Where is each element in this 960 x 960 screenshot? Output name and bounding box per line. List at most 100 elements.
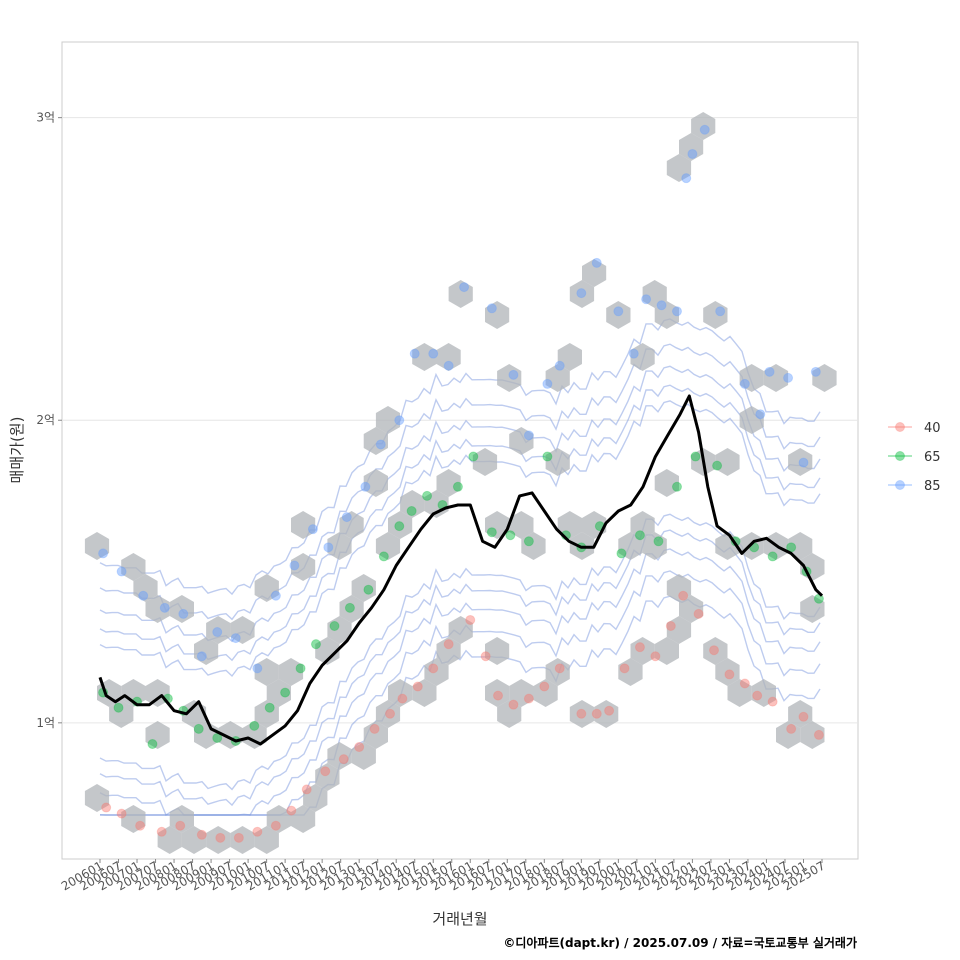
hexbin-cell bbox=[412, 679, 437, 707]
point-size-65 bbox=[452, 481, 463, 492]
point-size-85 bbox=[289, 560, 300, 571]
hexbin-cell bbox=[351, 574, 376, 602]
hexbin-cell bbox=[363, 427, 388, 455]
point-size-40 bbox=[813, 729, 824, 740]
point-size-85 bbox=[486, 303, 497, 314]
point-size-85 bbox=[681, 173, 692, 184]
hexbin-cell bbox=[751, 679, 776, 707]
hexbin-cell bbox=[230, 826, 255, 854]
hexbin-cell bbox=[569, 280, 595, 308]
hexbin-cell bbox=[618, 658, 643, 686]
hexbin-cell bbox=[800, 595, 825, 623]
hexbin-cell bbox=[84, 784, 110, 812]
point-size-85 bbox=[270, 590, 281, 601]
hexbin-cell bbox=[339, 595, 364, 623]
point-size-65 bbox=[378, 551, 389, 562]
point-size-85 bbox=[715, 306, 726, 317]
hexbin-cell bbox=[315, 637, 340, 665]
point-size-40 bbox=[554, 663, 565, 674]
point-size-85 bbox=[523, 430, 534, 441]
hexbin-cell bbox=[776, 721, 801, 749]
hexbin-cell bbox=[509, 427, 534, 455]
point-size-85 bbox=[323, 542, 334, 553]
point-size-65 bbox=[468, 451, 479, 462]
hexbin-cell bbox=[812, 364, 837, 392]
hexbin-cell bbox=[666, 154, 692, 182]
point-size-85 bbox=[196, 651, 207, 662]
point-size-65 bbox=[113, 702, 124, 713]
point-size-65 bbox=[422, 490, 433, 501]
point-size-85 bbox=[459, 282, 470, 293]
hexbin-cell bbox=[291, 553, 316, 581]
point-size-40 bbox=[786, 723, 797, 734]
point-size-65 bbox=[653, 536, 664, 547]
hexbin-cell bbox=[121, 679, 146, 707]
hexbin-cell bbox=[424, 658, 449, 686]
point-size-65 bbox=[671, 481, 682, 492]
point-size-40 bbox=[252, 826, 263, 837]
hexbin-cell bbox=[509, 679, 534, 707]
hexbin-cell bbox=[194, 637, 219, 665]
hexbin-cell bbox=[436, 637, 461, 665]
point-size-65 bbox=[505, 530, 516, 541]
point-size-85 bbox=[739, 378, 750, 389]
hexbin-cell bbox=[412, 343, 437, 371]
hexbin-cell bbox=[109, 700, 134, 728]
hexbin-cell bbox=[254, 826, 279, 854]
point-size-65 bbox=[712, 460, 723, 471]
density-contour bbox=[99, 548, 821, 817]
point-size-40 bbox=[523, 693, 534, 704]
point-size-40 bbox=[412, 681, 423, 692]
point-size-85 bbox=[554, 360, 565, 371]
point-size-85 bbox=[755, 409, 766, 420]
density-contour bbox=[99, 513, 821, 791]
point-size-85 bbox=[628, 348, 639, 359]
hexbin-cell bbox=[666, 574, 692, 602]
density-contours bbox=[99, 318, 821, 817]
scatter-points bbox=[98, 124, 824, 843]
hexbin-cell bbox=[145, 595, 170, 623]
point-size-40 bbox=[428, 663, 439, 674]
point-size-40 bbox=[493, 690, 504, 701]
hexbin-cell bbox=[363, 721, 388, 749]
hexbin-cell bbox=[521, 532, 546, 560]
point-size-40 bbox=[634, 642, 645, 653]
point-size-40 bbox=[320, 766, 331, 777]
point-size-40 bbox=[385, 708, 396, 719]
hexbin-cell bbox=[169, 805, 194, 833]
density-contour bbox=[99, 529, 821, 807]
hexbin-cell bbox=[727, 679, 752, 707]
hexbin-cell bbox=[266, 805, 291, 833]
y-axis-ticks: 1억 2억 3억 bbox=[36, 111, 62, 730]
point-size-65 bbox=[280, 687, 291, 698]
point-size-65 bbox=[264, 702, 275, 713]
legend-label: 65 bbox=[924, 450, 941, 465]
point-size-40 bbox=[443, 639, 454, 650]
hexbin-cell bbox=[485, 679, 510, 707]
point-size-40 bbox=[539, 681, 550, 692]
hexbin-cell bbox=[339, 511, 364, 539]
point-size-65 bbox=[295, 663, 306, 674]
point-size-85 bbox=[252, 663, 263, 674]
hexbin-cell bbox=[679, 133, 704, 161]
point-size-65 bbox=[249, 720, 260, 731]
y-tick-label: 2억 bbox=[36, 413, 55, 427]
hexbin-cell bbox=[557, 511, 582, 539]
point-size-40 bbox=[369, 723, 380, 734]
point-size-40 bbox=[354, 742, 365, 753]
point-size-85 bbox=[508, 369, 519, 380]
point-size-40 bbox=[767, 696, 778, 707]
source-caption: ©디아파트(dapt.kr) / 2025.07.09 / 자료=국토교통부 실… bbox=[503, 935, 857, 950]
hexbin-cell bbox=[327, 532, 352, 560]
point-size-40 bbox=[709, 645, 720, 656]
hexbin-cell bbox=[351, 742, 376, 770]
hexbin-cell bbox=[448, 616, 473, 644]
hexbin-cell bbox=[497, 700, 522, 728]
hexbin-cell bbox=[703, 637, 728, 665]
point-size-85 bbox=[428, 348, 439, 359]
hexbin-cell bbox=[254, 700, 279, 728]
point-size-65 bbox=[193, 723, 204, 734]
hexbin-cell bbox=[388, 511, 413, 539]
hexbin-cell bbox=[739, 364, 764, 392]
